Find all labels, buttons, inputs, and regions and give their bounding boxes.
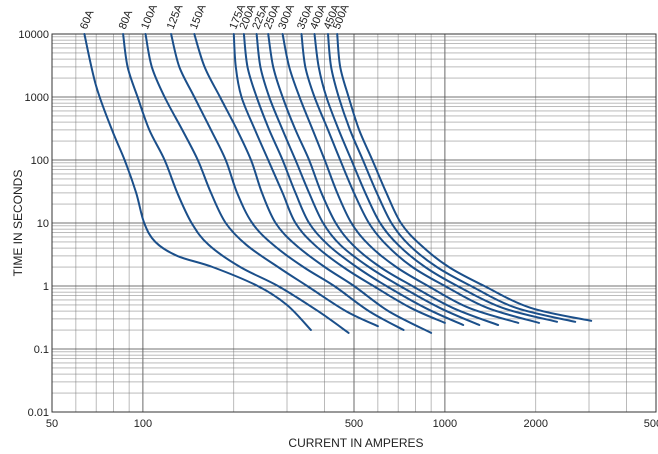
- curve-500A: [336, 33, 593, 322]
- series-label-125A: 125A: [165, 2, 186, 31]
- y-tick-label: 1: [43, 281, 49, 293]
- series-label-80A: 80A: [117, 8, 136, 31]
- x-tick-label: 5000: [644, 418, 658, 430]
- y-tick-label: 1000: [25, 92, 49, 104]
- curve-225A: [255, 33, 481, 326]
- series-label-100A: 100A: [139, 2, 160, 31]
- x-tick-label: 1000: [433, 418, 457, 430]
- series-label-60A: 60A: [78, 8, 97, 31]
- curve-350A: [300, 33, 541, 324]
- curve-175A: [232, 33, 446, 324]
- curve-150A: [193, 33, 433, 334]
- curve-80A: [122, 33, 350, 334]
- y-tick-label: 100: [31, 155, 49, 167]
- series-curves: [83, 33, 593, 334]
- series-label-150A: 150A: [188, 2, 209, 31]
- x-tick-label: 500: [345, 418, 363, 430]
- y-tick-label: 10: [37, 218, 49, 230]
- x-tick-label: 50: [46, 418, 58, 430]
- y-tick-label: 0.1: [34, 344, 49, 356]
- curve-400A: [313, 33, 558, 323]
- y-tick-label: 0.01: [28, 407, 49, 419]
- grid: [51, 33, 657, 413]
- curve-250A: [267, 33, 500, 326]
- y-tick-labels: 0.01 0.1 1 10 100 1000 10000: [18, 29, 49, 419]
- curve-450A: [327, 33, 577, 323]
- x-tick-labels: 50 100 500 1000 2000 5000: [46, 418, 658, 430]
- curve-125A: [170, 33, 405, 331]
- plot-frame: [51, 33, 657, 413]
- curve-60A: [83, 33, 312, 331]
- curve-300A: [281, 33, 520, 324]
- x-tick-label: 2000: [524, 418, 548, 430]
- y-axis-label: TIME IN SECONDS: [11, 170, 25, 277]
- curve-100A: [144, 33, 379, 328]
- x-axis-label: CURRENT IN AMPERES: [288, 436, 423, 450]
- curve-200A: [242, 33, 465, 326]
- y-tick-label: 10000: [18, 29, 49, 41]
- x-tick-label: 100: [134, 418, 152, 430]
- series-labels: 60A 80A 100A 125A 150A 175A200A225A250A300A35…: [78, 2, 352, 31]
